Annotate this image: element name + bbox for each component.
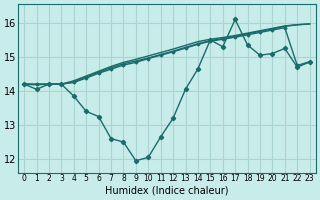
- X-axis label: Humidex (Indice chaleur): Humidex (Indice chaleur): [105, 186, 228, 196]
